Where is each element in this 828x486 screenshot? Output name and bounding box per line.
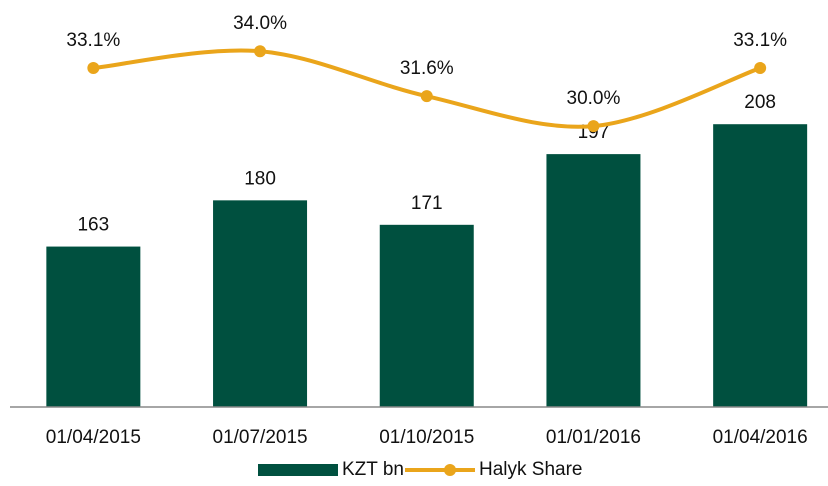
legend-label: Halyk Share (479, 459, 583, 480)
data-label: 31.6% (400, 58, 454, 79)
x-tick-label: 01/07/2015 (213, 427, 308, 448)
data-label: 33.1% (733, 30, 787, 51)
data-label: 34.0% (233, 13, 287, 34)
line-marker (87, 62, 100, 75)
x-tick-label: 01/04/2016 (713, 427, 808, 448)
x-tick-label: 01/10/2015 (379, 427, 474, 448)
data-label: 208 (744, 92, 776, 113)
bar (546, 154, 641, 407)
legend-swatch (258, 464, 338, 476)
bar (713, 124, 808, 408)
data-label: 30.0% (567, 88, 621, 109)
line-marker (587, 120, 600, 133)
line-marker (420, 90, 433, 103)
bar (46, 246, 141, 407)
data-label: 180 (244, 168, 276, 189)
line-marker (254, 45, 267, 58)
legend-label: KZT bn (342, 459, 404, 480)
x-tick-label: 01/01/2016 (546, 427, 641, 448)
line-marker (754, 62, 767, 75)
legend-marker (444, 464, 456, 476)
bar (379, 224, 474, 407)
bar (213, 200, 308, 407)
data-label: 33.1% (66, 30, 120, 51)
x-tick-label: 01/04/2015 (46, 427, 141, 448)
data-label: 171 (411, 193, 443, 214)
data-label: 163 (77, 215, 109, 236)
